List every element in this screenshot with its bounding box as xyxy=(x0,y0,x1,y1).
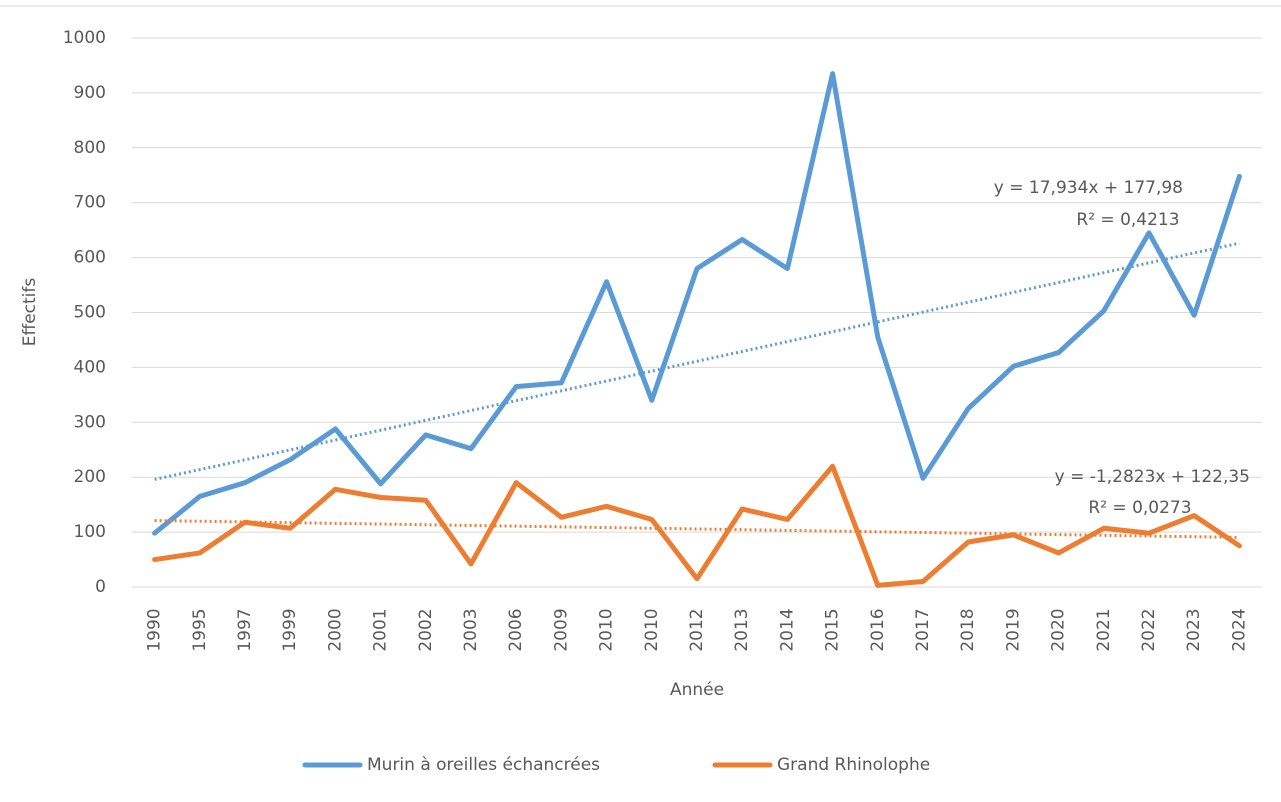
x-tick-label: 2016 xyxy=(868,608,888,651)
trend-r2: R² = 0,0273 xyxy=(1088,498,1191,518)
x-tick-label: 2010 xyxy=(642,608,662,651)
x-tick-label: 1997 xyxy=(235,608,255,651)
y-tick-label: 1000 xyxy=(63,28,106,48)
x-tick-label: 2017 xyxy=(913,608,933,651)
trend-equation: y = -1,2823x + 122,35 xyxy=(1055,467,1250,487)
x-tick-label: 2021 xyxy=(1094,608,1114,651)
x-tick-label: 2013 xyxy=(732,608,752,651)
x-tick-label: 2009 xyxy=(551,608,571,651)
trend-line xyxy=(154,519,1240,539)
x-tick-label: 2002 xyxy=(416,608,436,651)
y-tick-label: 700 xyxy=(74,193,106,213)
x-tick-label: 2019 xyxy=(1003,608,1023,651)
x-tick-label: 2010 xyxy=(597,608,617,651)
x-tick-label: 2022 xyxy=(1139,608,1159,651)
x-tick-label: 2023 xyxy=(1184,608,1204,651)
x-tick-label: 1995 xyxy=(190,608,210,651)
x-tick-label: 2014 xyxy=(777,608,797,651)
y-tick-label: 500 xyxy=(74,303,106,323)
trend-r2: R² = 0,4213 xyxy=(1076,210,1179,230)
x-tick-label: 2024 xyxy=(1229,608,1249,651)
legend-label: Murin à oreilles échancrées xyxy=(367,755,600,775)
series-line xyxy=(152,463,1242,588)
x-axis-title: Année xyxy=(670,680,724,700)
trend-equation: y = 17,934x + 177,98 xyxy=(994,178,1183,198)
y-tick-label: 200 xyxy=(74,467,106,487)
legend-label: Grand Rhinolophe xyxy=(777,755,930,775)
y-tick-label: 400 xyxy=(74,357,106,377)
x-tick-label: 2018 xyxy=(958,608,978,651)
y-tick-label: 900 xyxy=(74,83,106,103)
y-tick-label: 800 xyxy=(74,138,106,158)
x-tick-label: 1999 xyxy=(280,608,300,651)
y-tick-label: 0 xyxy=(95,577,106,597)
x-tick-label: 2001 xyxy=(371,608,391,651)
x-tick-label: 2006 xyxy=(506,608,526,651)
x-tick-label: 2015 xyxy=(823,608,843,651)
trend-line xyxy=(154,241,1240,481)
y-tick-label: 600 xyxy=(74,248,106,268)
x-tick-label: 2000 xyxy=(325,608,345,651)
y-tick-label: 100 xyxy=(74,522,106,542)
x-tick-label: 2012 xyxy=(687,608,707,651)
series-line xyxy=(152,71,1242,536)
y-tick-label: 300 xyxy=(74,412,106,432)
x-tick-label: 2003 xyxy=(461,608,481,651)
x-tick-label: 2020 xyxy=(1049,608,1069,651)
y-axis-title: Effectifs xyxy=(20,278,40,347)
x-tick-label: 1990 xyxy=(145,608,165,651)
